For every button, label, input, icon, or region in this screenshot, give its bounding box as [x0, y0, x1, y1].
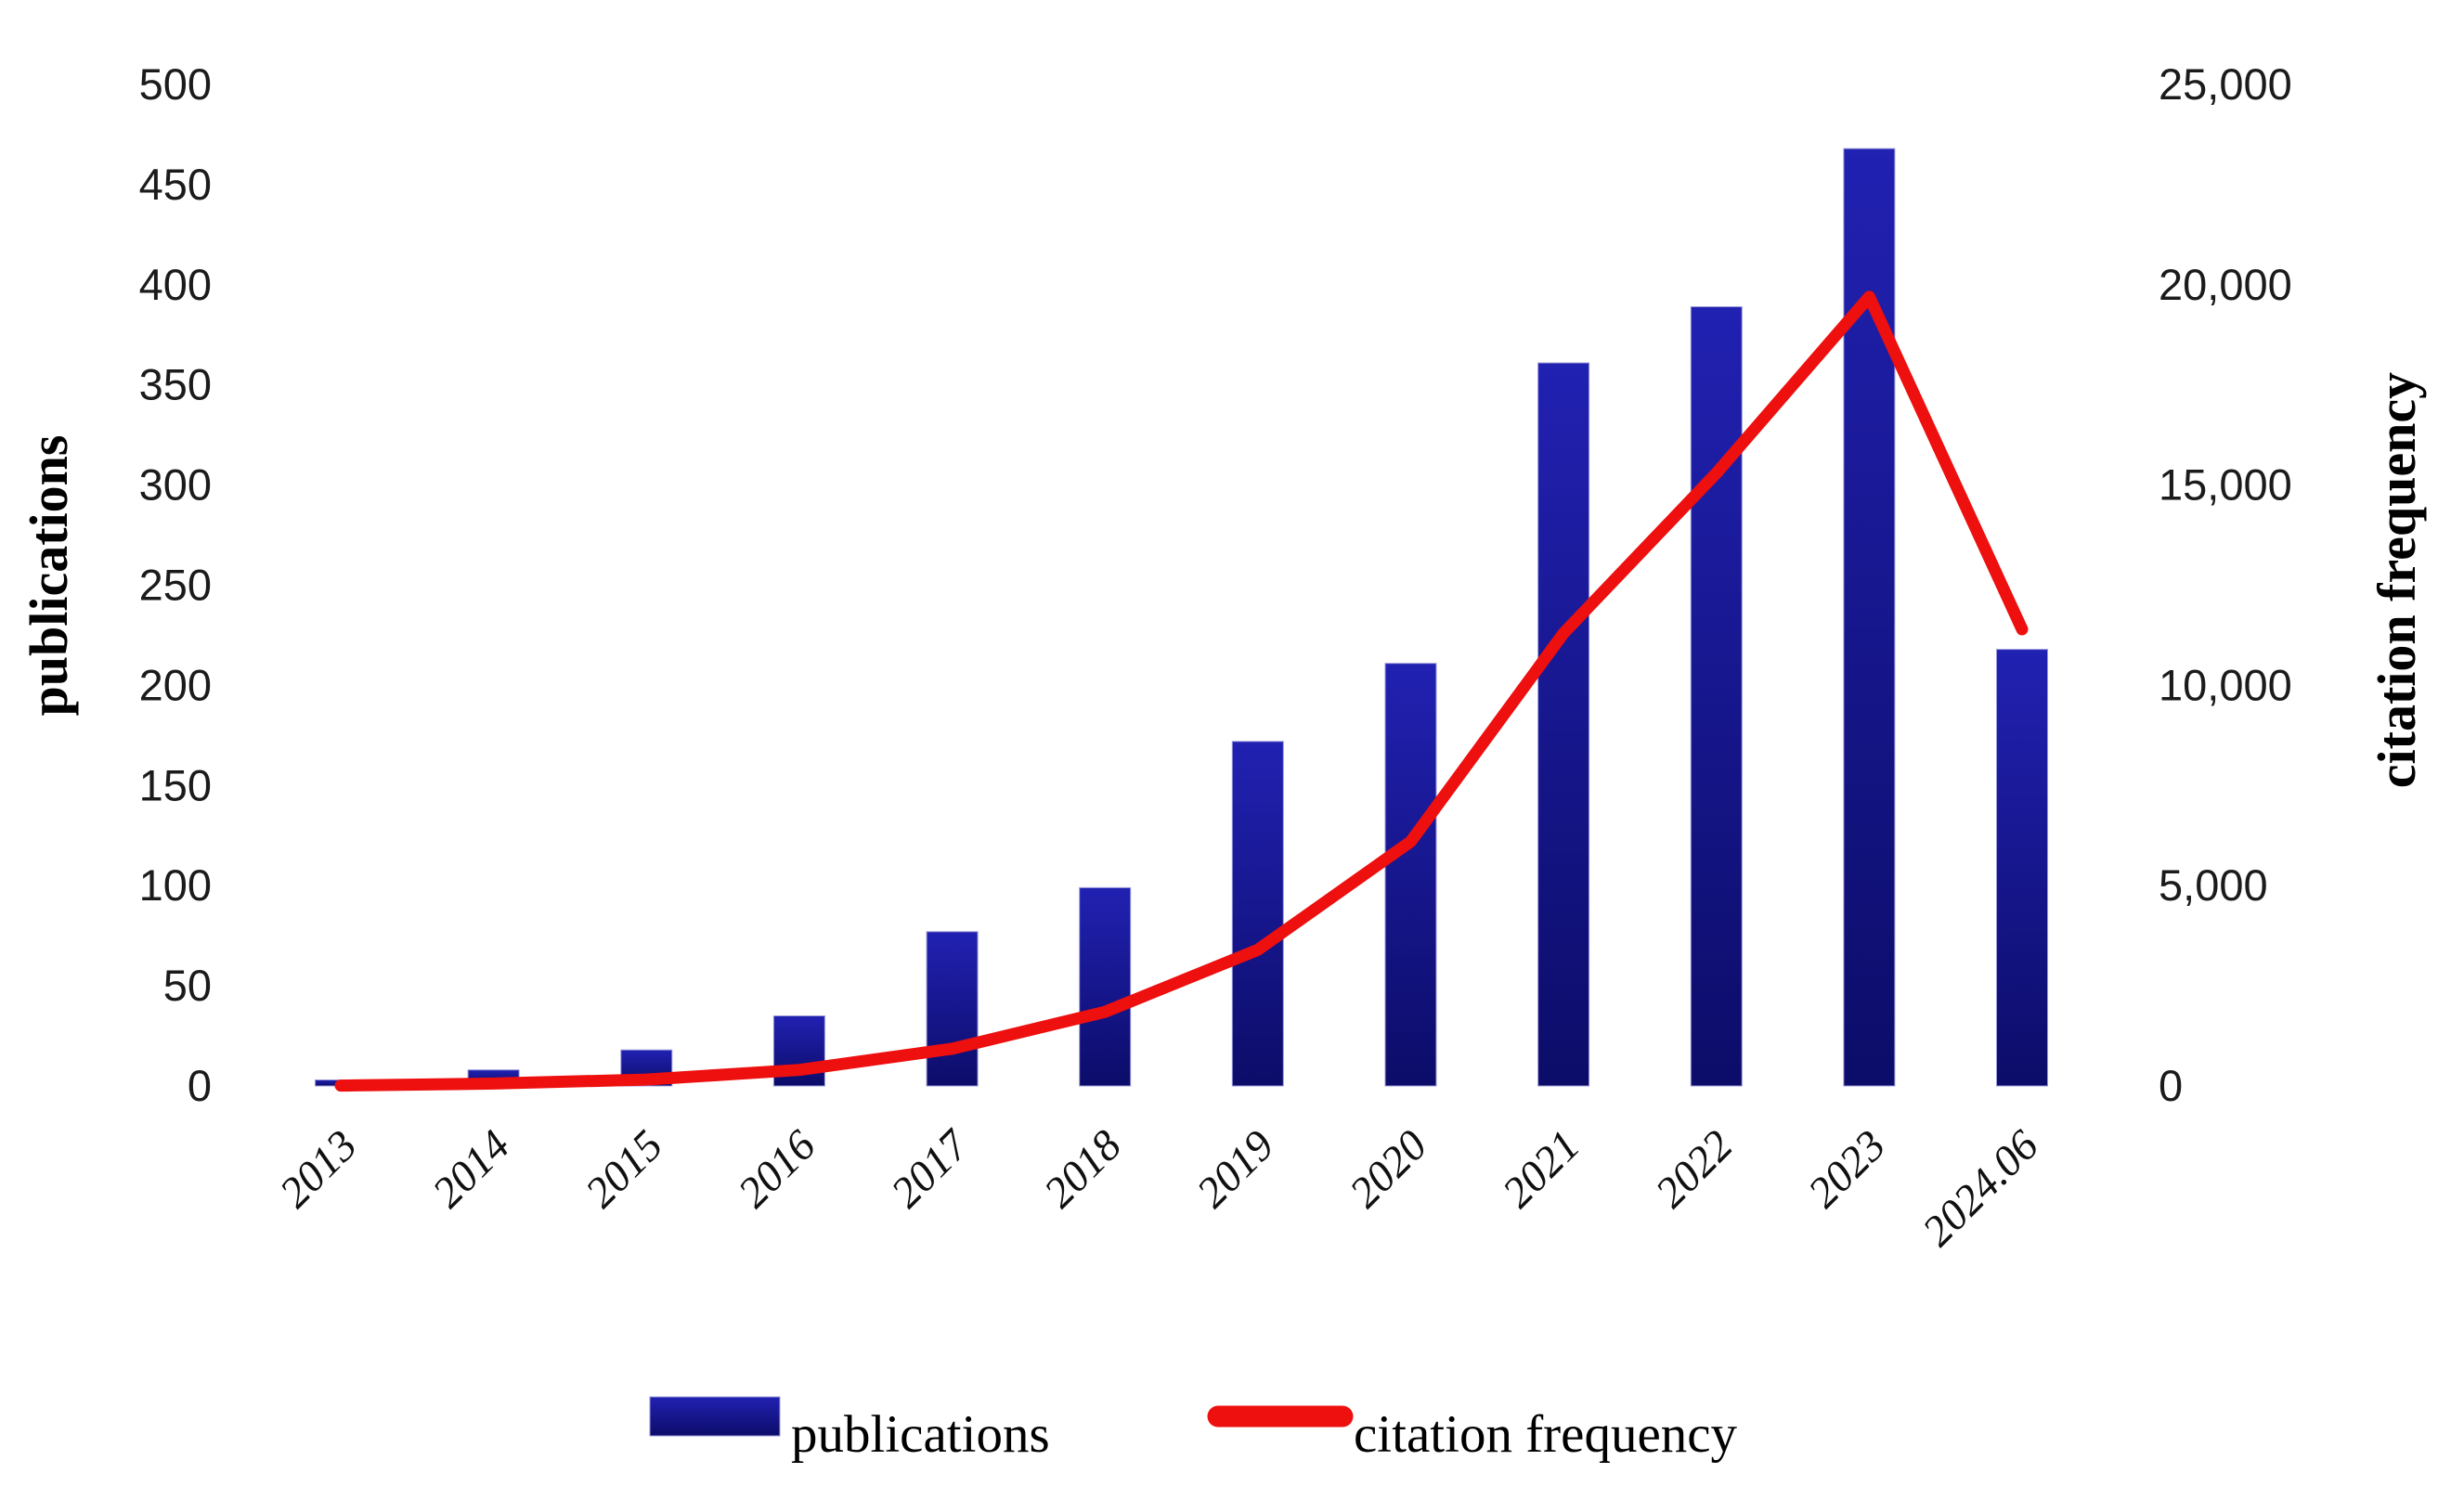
left-axis-title: publications [19, 435, 79, 717]
x-axis-label-2020: 2020 [1341, 1121, 1436, 1217]
left-axis-tick-500: 500 [139, 59, 212, 109]
left-axis-tick-250: 250 [139, 561, 212, 610]
publications-bar-2017 [926, 931, 979, 1087]
right-axis-title: citation frequency [2367, 372, 2427, 788]
right-axis-tick-5000: 5,000 [2159, 860, 2268, 910]
legend-citation-frequency-label: citation frequency [1354, 1405, 1738, 1464]
x-axis-label-2022: 2022 [1646, 1121, 1742, 1217]
x-axis-label-2013: 2013 [271, 1121, 367, 1217]
x-axis-label-2017: 2017 [882, 1119, 979, 1217]
x-axis-label-2014: 2014 [423, 1121, 519, 1217]
left-axis-tick-150: 150 [139, 760, 212, 809]
x-axis-label-2019: 2019 [1187, 1121, 1283, 1217]
right-axis-tick-0: 0 [2159, 1061, 2183, 1110]
x-axis-label-2023: 2023 [1799, 1121, 1895, 1217]
publications-bar-2023 [1843, 148, 1896, 1087]
left-axis-tick-200: 200 [139, 660, 212, 709]
publications-bar-2019 [1231, 741, 1284, 1087]
publications-bar-2024.06 [1996, 649, 2048, 1087]
legend-publications-swatch-icon [649, 1396, 781, 1437]
left-axis-tick-300: 300 [139, 460, 212, 510]
x-axis-label-2016: 2016 [729, 1121, 825, 1218]
left-axis-tick-100: 100 [139, 860, 212, 910]
right-axis-tick-25000: 25,000 [2159, 59, 2292, 109]
right-axis-tick-10000: 10,000 [2159, 660, 2292, 709]
left-axis-tick-0: 0 [188, 1061, 212, 1110]
left-axis-tick-350: 350 [139, 360, 212, 409]
left-axis-tick-450: 450 [139, 160, 212, 209]
citation-line-group [334, 291, 2029, 1092]
axes-group: 0 50 100 150 200 250 300 350 400 450 500 0 5,000 10,0… [19, 59, 2427, 1256]
publications-bars-group [315, 148, 2048, 1087]
x-axis-label-2015: 2015 [577, 1121, 672, 1217]
publications-bar-2022 [1690, 306, 1743, 1087]
x-axis-label-2024.06: 2024.06 [1913, 1121, 2048, 1256]
right-axis-tick-15000: 15,000 [2159, 460, 2292, 510]
right-axis-tick-20000: 20,000 [2159, 260, 2292, 309]
publications-bar-2020 [1384, 663, 1437, 1087]
x-axis-label-2018: 2018 [1035, 1121, 1131, 1217]
citation-frequency-line [334, 291, 2029, 1092]
left-axis-tick-50: 50 [163, 961, 212, 1010]
publications-bar-2021 [1537, 362, 1590, 1087]
left-axis-tick-400: 400 [139, 260, 212, 309]
x-axis-label-2021: 2021 [1494, 1121, 1589, 1217]
legend-group: publications citation frequency [649, 1396, 1738, 1464]
publications-bar-2018 [1079, 886, 1132, 1087]
legend-publications-label: publications [791, 1405, 1050, 1464]
